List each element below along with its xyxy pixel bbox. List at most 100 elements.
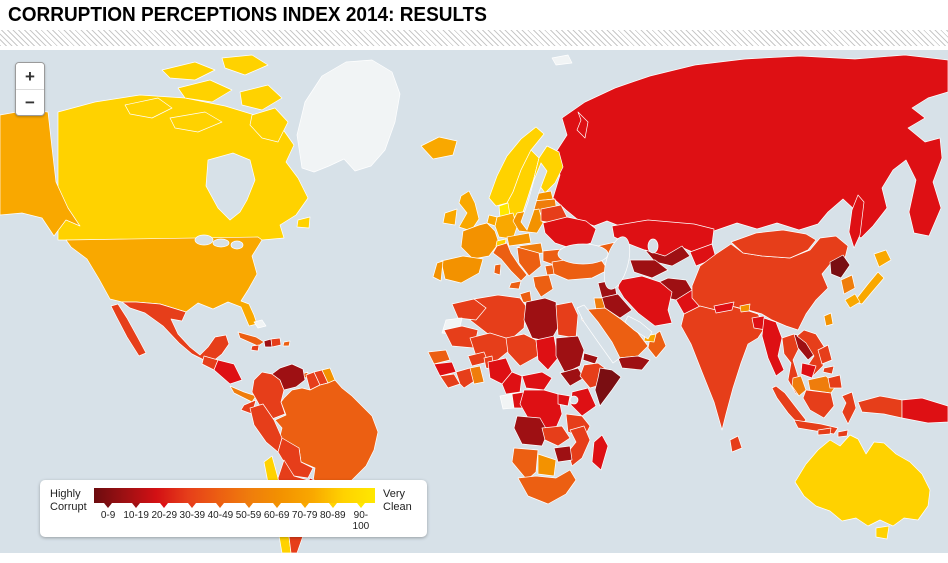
zoom-in-button[interactable]: + xyxy=(16,63,44,89)
region-japan-hokkaido[interactable] xyxy=(873,249,892,268)
region-morocco[interactable] xyxy=(451,298,487,321)
region-portugal[interactable] xyxy=(432,260,444,282)
region-yemen[interactable] xyxy=(617,355,651,371)
region-puerto-rico[interactable] xyxy=(282,340,291,347)
region-australia-tasmania[interactable] xyxy=(875,525,890,540)
region-costa-rica-panama[interactable] xyxy=(229,385,257,403)
region-mongolia[interactable] xyxy=(730,229,817,259)
region-myanmar[interactable] xyxy=(761,317,785,377)
region-indonesia-lesser-sunda[interactable] xyxy=(837,429,849,438)
region-zambia[interactable] xyxy=(541,425,571,447)
region-somalia[interactable] xyxy=(594,367,622,407)
region-greece[interactable] xyxy=(532,274,554,298)
region-honduras-nicaragua[interactable] xyxy=(213,359,243,385)
region-dominican-republic[interactable] xyxy=(270,337,282,348)
region-central-african-republic[interactable] xyxy=(521,371,553,391)
region-bolivia[interactable] xyxy=(277,437,314,479)
region-philippines-visayas[interactable] xyxy=(822,365,835,375)
region-australia[interactable] xyxy=(794,434,931,527)
region-mozambique[interactable] xyxy=(567,425,591,467)
region-bhutan[interactable] xyxy=(739,303,751,313)
hatch-divider xyxy=(0,30,948,46)
page-title: CORRUPTION PERCEPTIONS INDEX 2014: RESUL… xyxy=(8,4,487,26)
region-canada-arctic[interactable] xyxy=(221,54,269,76)
region-venezuela[interactable] xyxy=(271,363,306,391)
region-south-korea[interactable] xyxy=(840,274,856,295)
region-jamaica[interactable] xyxy=(250,344,260,352)
legend-range-label: 0-9 xyxy=(100,510,116,521)
region-cuba[interactable] xyxy=(237,331,265,347)
region-botswana[interactable] xyxy=(537,453,557,477)
region-balkans[interactable] xyxy=(516,246,542,277)
region-benelux[interactable] xyxy=(486,214,498,227)
region-indonesia-lesser-sunda[interactable] xyxy=(817,427,832,436)
region-canada-arctic[interactable] xyxy=(239,84,283,111)
region-madagascar[interactable] xyxy=(591,434,609,471)
region-canada-arctic[interactable] xyxy=(161,61,216,81)
region-alaska[interactable] xyxy=(0,109,81,237)
region-senegal[interactable] xyxy=(427,349,451,365)
legend-tick xyxy=(178,503,206,509)
region-austria-czechia[interactable] xyxy=(506,232,532,247)
legend-range-label: 50-59 xyxy=(235,510,262,521)
legend-tick xyxy=(150,503,178,509)
region-canada-newfoundland[interactable] xyxy=(296,216,311,229)
region-japan-kyushu[interactable] xyxy=(844,293,861,309)
region-spain[interactable] xyxy=(440,255,484,284)
region-canada-arctic[interactable] xyxy=(177,79,233,103)
region-namibia[interactable] xyxy=(511,447,539,481)
region-taiwan[interactable] xyxy=(823,312,834,327)
zoom-out-button[interactable]: − xyxy=(16,89,44,115)
region-ghana[interactable] xyxy=(469,365,485,385)
region-angola[interactable] xyxy=(513,415,549,447)
region-turkmenistan[interactable] xyxy=(629,259,669,279)
region-philippines-mindanao[interactable] xyxy=(827,374,843,389)
region-sudan[interactable] xyxy=(555,335,585,374)
region-iran[interactable] xyxy=(617,275,673,327)
region-north-korea[interactable] xyxy=(829,254,851,279)
region-norway[interactable] xyxy=(488,126,545,207)
region-canada-arctic[interactable] xyxy=(124,97,173,119)
region-mexico[interactable] xyxy=(121,301,230,363)
region-egypt[interactable] xyxy=(555,301,579,339)
region-mexico-baja[interactable] xyxy=(110,303,147,357)
region-ukraine[interactable] xyxy=(542,216,597,250)
map-viewport[interactable]: + − Highly Corrupt 0-9 10-19 20-29 30-39 40-… xyxy=(0,50,948,553)
region-iceland[interactable] xyxy=(420,136,458,160)
region-philippines-luzon[interactable] xyxy=(817,344,833,365)
region-zimbabwe[interactable] xyxy=(553,445,573,463)
aral-sea xyxy=(647,238,659,254)
region-canada-baffin[interactable] xyxy=(249,107,289,143)
region-sri-lanka[interactable] xyxy=(729,435,743,453)
region-libya[interactable] xyxy=(523,297,559,343)
region-cambodia[interactable] xyxy=(800,362,817,379)
region-greenland[interactable] xyxy=(296,59,401,173)
region-nepal[interactable] xyxy=(713,301,735,314)
legend-range-label: 10-19 xyxy=(123,510,149,521)
region-canada-arctic[interactable] xyxy=(169,111,223,133)
legend-range-label: 90-100 xyxy=(352,510,370,532)
region-germany[interactable] xyxy=(494,212,518,240)
region-indonesia-sulawesi[interactable] xyxy=(841,391,857,425)
region-south-africa[interactable] xyxy=(517,469,577,505)
region-ireland[interactable] xyxy=(442,208,458,226)
region-cameroon[interactable] xyxy=(501,371,523,395)
great-lake xyxy=(194,234,214,246)
region-malaysia-peninsula[interactable] xyxy=(791,375,807,397)
region-uganda[interactable] xyxy=(557,393,571,407)
region-svalbard[interactable] xyxy=(551,54,573,66)
region-italy-sicily[interactable] xyxy=(508,280,522,290)
black-sea xyxy=(557,243,609,265)
region-canada[interactable] xyxy=(57,94,309,241)
region-russia-novaya-zemlya[interactable] xyxy=(576,111,589,139)
region-usa[interactable] xyxy=(65,236,263,327)
region-indonesia-borneo[interactable] xyxy=(802,389,835,419)
region-italy[interactable] xyxy=(492,242,528,282)
region-chad[interactable] xyxy=(535,335,559,371)
region-italy-sardinia[interactable] xyxy=(493,263,502,276)
region-russia-sakhalin[interactable] xyxy=(848,194,865,249)
region-papua-new-guinea[interactable] xyxy=(901,397,948,424)
legend-tick xyxy=(94,503,122,509)
region-bahamas[interactable] xyxy=(253,319,267,329)
legend-tick xyxy=(347,503,375,509)
